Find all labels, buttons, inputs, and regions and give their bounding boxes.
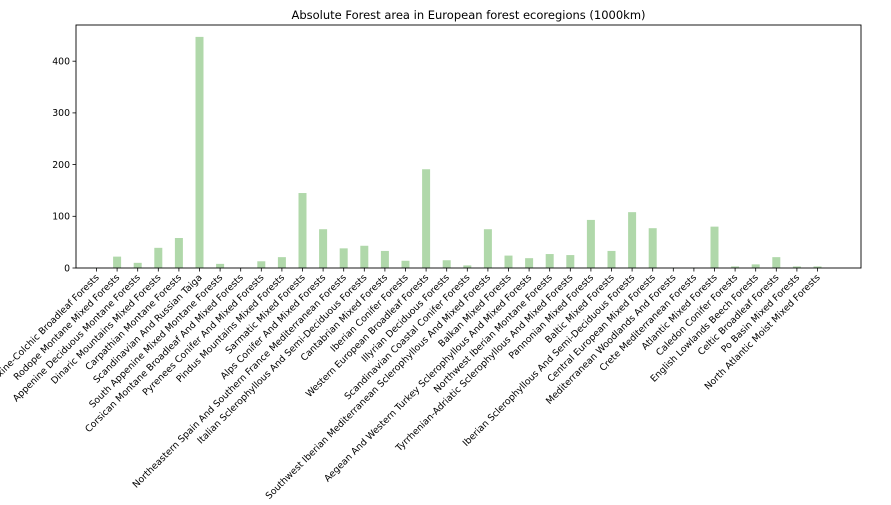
bar — [216, 263, 225, 268]
bar — [566, 255, 575, 268]
bar — [401, 260, 410, 268]
bar — [257, 261, 266, 268]
plot-frame — [75, 24, 862, 269]
bar — [751, 264, 760, 268]
bar — [792, 266, 801, 268]
bar — [648, 228, 657, 268]
y-tick-label: 200 — [52, 160, 70, 171]
bar — [319, 229, 328, 268]
bar — [772, 257, 781, 268]
bar — [442, 260, 451, 268]
bar — [731, 266, 740, 268]
bar — [483, 229, 492, 268]
bar — [174, 238, 183, 268]
bar — [195, 36, 204, 268]
bar — [133, 262, 142, 268]
bar — [504, 255, 513, 268]
bar — [339, 248, 348, 268]
chart-title: Absolute Forest area in European forest … — [291, 8, 645, 22]
bar — [607, 250, 616, 268]
bar — [380, 250, 389, 268]
y-tick-label: 100 — [52, 212, 70, 223]
bar — [545, 254, 554, 268]
bar — [813, 266, 822, 268]
y-axis: 0 100 200 300 400 — [52, 56, 76, 274]
bar — [113, 256, 122, 268]
bar — [277, 257, 286, 268]
y-tick-label: 300 — [52, 108, 70, 119]
bar — [710, 226, 719, 268]
bars-group — [92, 36, 822, 268]
bar — [586, 219, 595, 268]
bar — [360, 245, 369, 268]
bar — [525, 258, 534, 268]
y-tick-label: 400 — [52, 56, 70, 67]
bar — [298, 193, 307, 268]
y-tick-label: 0 — [64, 263, 70, 274]
bar — [154, 247, 163, 268]
bar — [463, 265, 472, 268]
bar — [422, 169, 431, 268]
bar — [628, 212, 637, 268]
